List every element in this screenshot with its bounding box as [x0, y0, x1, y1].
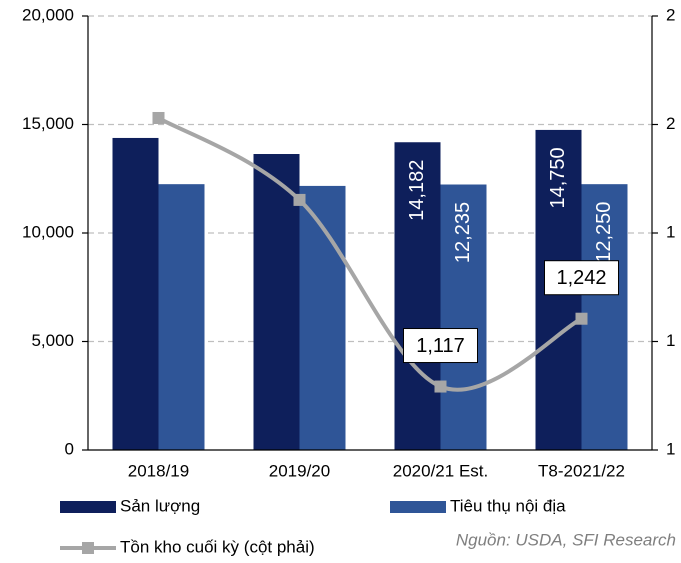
value-label: 14,750	[547, 147, 569, 208]
x-tick-label: 2018/19	[128, 461, 189, 480]
value-label: 12,235	[452, 202, 474, 263]
bar	[440, 184, 487, 451]
y-tick-label: 5,000	[31, 331, 74, 350]
y2-tick-label: 1	[666, 331, 675, 350]
y2-tick-label: 2	[666, 5, 675, 24]
y-tick-label: 20,000	[22, 5, 74, 24]
y2-tick-label: 1	[666, 439, 675, 458]
bar	[394, 142, 441, 450]
legend-swatch	[60, 501, 116, 513]
x-tick-label: 2020/21 Est.	[393, 461, 488, 480]
y2-tick-label: 1	[666, 222, 675, 241]
value-label: 12,250	[593, 202, 615, 263]
line-marker	[293, 193, 306, 206]
source: Nguồn: USDA, SFI Research	[456, 530, 676, 549]
y-tick-label: 15,000	[22, 114, 74, 133]
line	[157, 116, 583, 392]
bar	[581, 184, 628, 451]
value-label: 1,242	[556, 267, 606, 289]
bar	[112, 137, 159, 451]
line-marker	[575, 312, 588, 325]
bar	[158, 184, 205, 451]
legend-marker	[82, 542, 94, 554]
legend-swatch	[390, 501, 446, 513]
line-marker	[152, 111, 165, 124]
line-marker	[434, 380, 447, 393]
bar	[253, 154, 300, 450]
legend-label: Sản lượng	[120, 496, 200, 515]
label-box	[544, 260, 619, 296]
y-tick-label: 0	[65, 439, 74, 458]
x-tick-label: 2019/20	[269, 461, 330, 480]
label-box	[403, 328, 478, 364]
x-tick-label: T8-2021/22	[538, 461, 625, 480]
legend-label: Tiêu thụ nội địa	[450, 496, 566, 515]
y2-tick-label: 2	[666, 114, 675, 133]
value-label: 14,182	[406, 160, 428, 221]
legend-label: Tồn kho cuối kỳ (cột phải)	[120, 537, 315, 556]
value-label: 1,117	[416, 335, 465, 357]
y-tick-label: 10,000	[22, 222, 74, 241]
